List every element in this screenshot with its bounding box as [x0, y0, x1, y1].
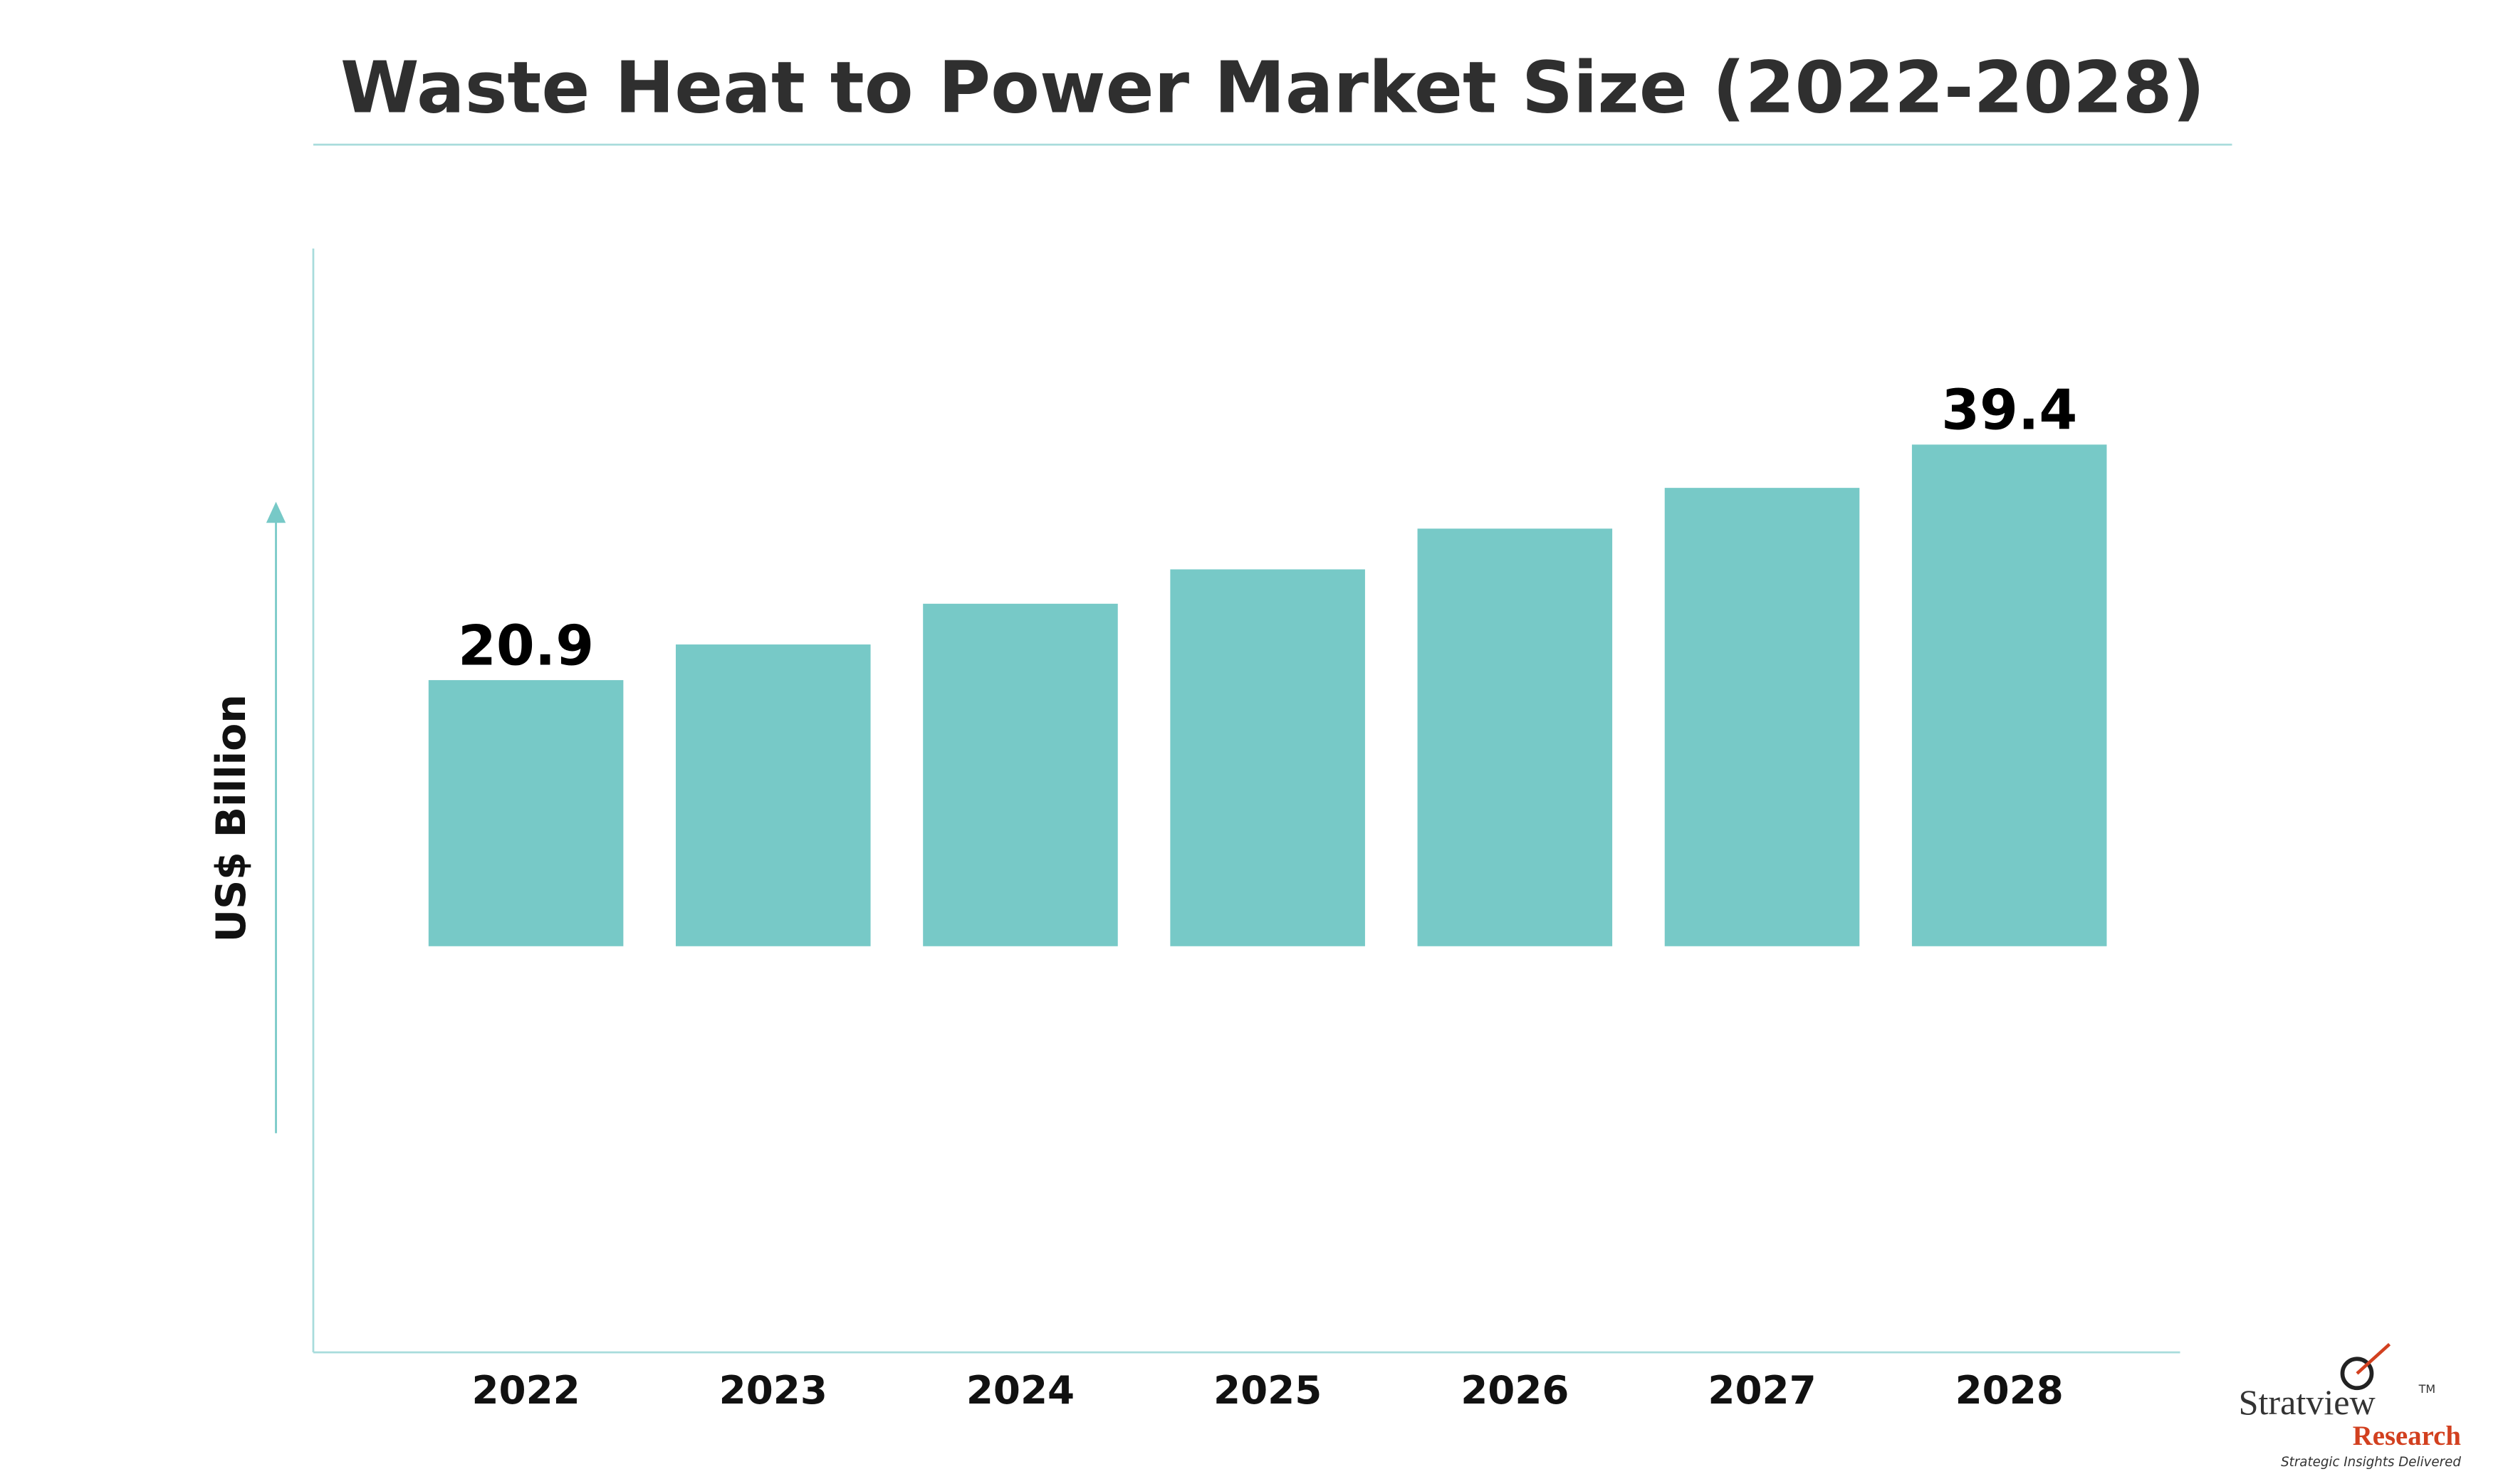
logo-icon	[2340, 1357, 2374, 1391]
x-tick-label: 2023	[719, 1367, 827, 1413]
y-axis-label: US$ Billion	[208, 694, 255, 942]
bar	[923, 603, 1118, 946]
logo: Stratview TM Research Strategic Insights…	[2239, 1343, 2461, 1470]
value-label: 39.4	[1941, 379, 2077, 443]
logo-name: Stratview	[2239, 1382, 2376, 1422]
bar	[1664, 488, 1860, 946]
logo-icon	[2356, 1343, 2391, 1375]
x-tick-label: 2022	[471, 1367, 580, 1413]
x-tick-label: 2027	[1708, 1367, 1816, 1413]
x-tick-label: 2025	[1213, 1367, 1322, 1413]
logo-tagline: Strategic Insights Delivered	[2281, 1455, 2461, 1470]
x-tick-label: 2026	[1461, 1367, 1569, 1413]
value-label: 20.9	[458, 614, 594, 678]
chart-title: Waste Heat to Power Market Size (2022-20…	[340, 46, 2205, 129]
logo-trademark: TM	[2418, 1382, 2436, 1396]
bar	[1911, 444, 2107, 946]
bar	[428, 680, 624, 946]
bar	[1417, 528, 1613, 946]
x-tick-label: 2024	[966, 1367, 1075, 1413]
bar	[1170, 569, 1365, 946]
axis-arrow-head	[266, 501, 286, 523]
x-tick-label: 2028	[1955, 1367, 2064, 1413]
bar	[676, 644, 871, 946]
logo-sub: Research	[2353, 1421, 2461, 1451]
